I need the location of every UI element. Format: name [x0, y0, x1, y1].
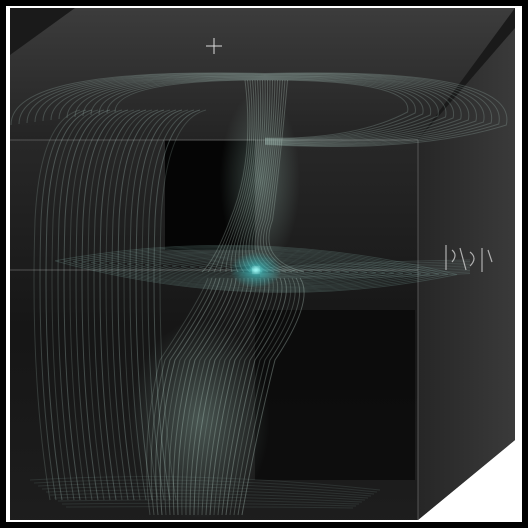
- strand: [39, 109, 87, 501]
- haze: [220, 90, 300, 270]
- strand: [106, 78, 416, 140]
- strand: [171, 258, 341, 281]
- haze: [130, 320, 270, 520]
- strand: [87, 109, 135, 501]
- strand: [259, 261, 471, 270]
- strand: [42, 74, 477, 145]
- strand: [63, 109, 111, 501]
- strand: [117, 252, 395, 286]
- strand: [66, 76, 455, 143]
- strand: [259, 270, 471, 276]
- strand: [26, 73, 493, 146]
- glow-core: [253, 267, 259, 273]
- strand: [51, 109, 99, 501]
- glyph-marks: [445, 245, 493, 272]
- cube-top: [10, 8, 515, 140]
- strand: [98, 78, 424, 140]
- strand: [45, 109, 93, 501]
- strand: [18, 72, 500, 147]
- strand: [57, 109, 105, 501]
- strand: [259, 265, 471, 273]
- strand: [114, 79, 409, 139]
- strand: [189, 260, 323, 279]
- strand: [74, 76, 447, 142]
- strand: [33, 109, 81, 501]
- strand: [10, 72, 508, 147]
- strand: [162, 257, 350, 282]
- strand: [54, 244, 458, 293]
- strand: [135, 254, 377, 285]
- strand: [153, 256, 359, 283]
- strand: [75, 109, 123, 501]
- strand: [144, 255, 368, 284]
- strand: [93, 109, 141, 501]
- strand: [69, 109, 117, 501]
- strand: [259, 264, 471, 272]
- strand: [126, 253, 386, 286]
- strand: [72, 247, 440, 291]
- strand: [259, 271, 471, 277]
- cube-side: [418, 28, 515, 520]
- strand: [259, 259, 471, 269]
- strand: [259, 268, 471, 275]
- strand: [99, 250, 413, 288]
- strand: [108, 251, 404, 287]
- strand: [259, 273, 471, 279]
- strand: [82, 77, 439, 141]
- glyph-scribble: [445, 245, 493, 272]
- strand: [259, 262, 471, 271]
- strand: [90, 77, 432, 141]
- strand: [81, 248, 431, 290]
- strand: [90, 249, 422, 289]
- strand: [63, 245, 449, 292]
- strand: [180, 259, 332, 280]
- strand: [99, 109, 147, 501]
- strand: [117, 109, 165, 501]
- strand: [259, 267, 471, 274]
- strand: [34, 74, 485, 145]
- strand: [105, 109, 153, 501]
- strand: [50, 75, 470, 144]
- strand: [111, 109, 159, 501]
- strand: [81, 109, 129, 501]
- strand: [58, 75, 462, 143]
- dark-void: [255, 310, 415, 480]
- sparkle: [206, 38, 222, 54]
